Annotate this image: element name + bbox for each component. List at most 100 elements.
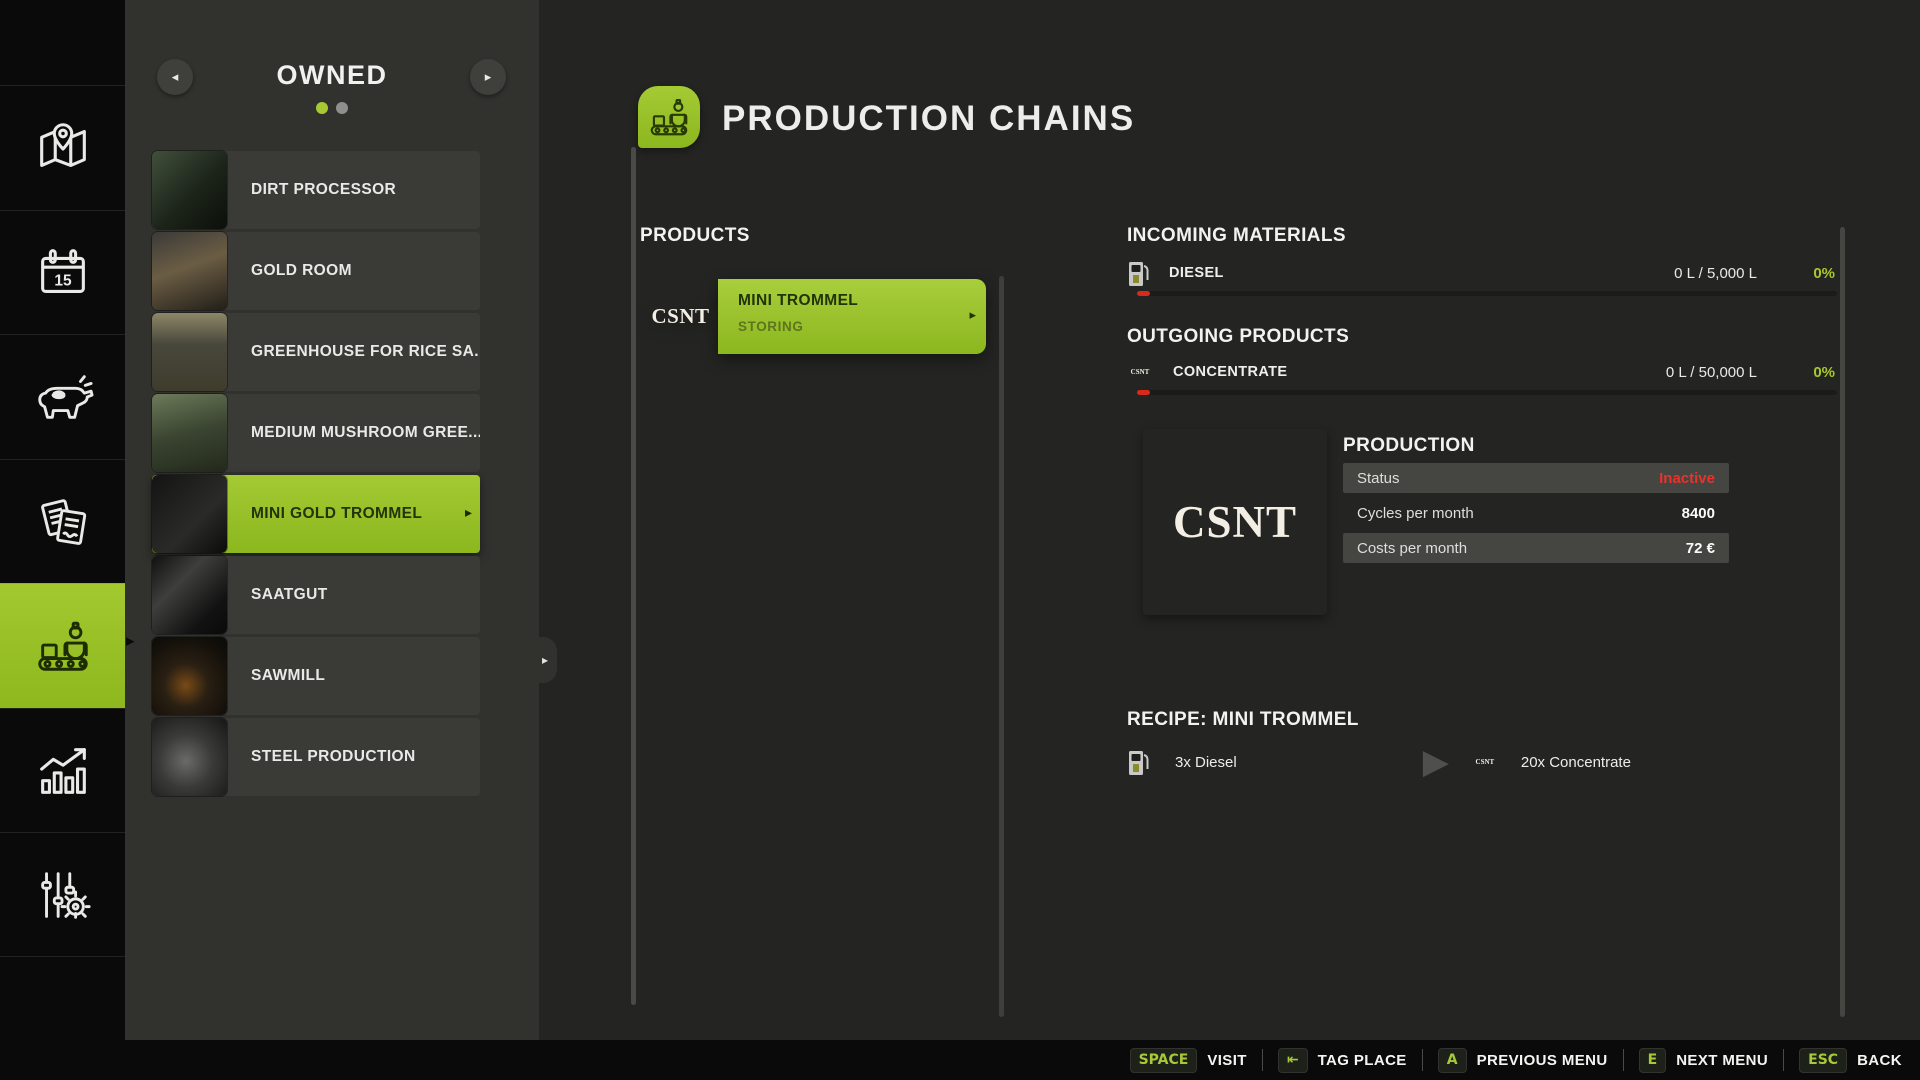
divider [1622, 1049, 1624, 1071]
cow-icon [37, 375, 94, 419]
concentrate-icon: CSNT [1475, 758, 1495, 766]
list-item-thumbnail [152, 718, 227, 796]
list-item-thumbnail [152, 394, 227, 472]
list-item[interactable]: SAATGUT [152, 556, 480, 634]
key-a: A [1437, 1047, 1467, 1073]
production-heading: PRODUCTION [1343, 435, 1475, 456]
hotbar-action-back[interactable]: ESC BACK [1799, 1047, 1902, 1073]
recipe-heading: RECIPE: MINI TROMMEL [1127, 709, 1359, 730]
material-amount: 0 L / 5,000 L [1674, 264, 1757, 282]
list-item-thumbnail [152, 232, 227, 310]
stat-label: Status [1357, 469, 1400, 487]
list-item[interactable]: SAWMILL [152, 637, 480, 715]
list-item[interactable]: MEDIUM MUSHROOM GREE... [152, 394, 480, 472]
list-item[interactable]: STEEL PRODUCTION [152, 718, 480, 796]
stat-label: Costs per month [1357, 539, 1468, 557]
list-item[interactable]: GOLD ROOM [152, 232, 480, 310]
products-heading: PRODUCTS [640, 225, 750, 246]
production-stat-row: Costs per month 72 € [1343, 533, 1729, 563]
product-card-thumbnail: CSNT [651, 304, 710, 328]
rail-item-calendar[interactable]: 15 [0, 210, 125, 335]
divider [1261, 1049, 1263, 1071]
incoming-progress-fill [1137, 291, 1150, 296]
hotbar-action-visit[interactable]: SPACE VISIT [1129, 1047, 1247, 1073]
page-dot[interactable] [336, 102, 348, 114]
selected-arrow-icon: ▸ [464, 505, 472, 521]
recipe-input: 3x Diesel [1175, 753, 1237, 771]
products-scrollbar[interactable] [999, 276, 1004, 1017]
page-dot-active[interactable] [316, 102, 328, 114]
list-item-label: SAATGUT [251, 586, 328, 603]
list-item-thumbnail [152, 151, 227, 229]
rail-item-production-chains[interactable] [0, 583, 125, 708]
settings-icon [40, 871, 91, 919]
list-item-label: SAWMILL [251, 667, 326, 684]
production-stat-row: Status Inactive [1343, 463, 1729, 493]
rail-item-settings[interactable] [0, 832, 125, 957]
outgoing-heading: OUTGOING PRODUCTS [1127, 326, 1350, 347]
hotbar-label: PREVIOUS MENU [1476, 1051, 1608, 1069]
material-label: CONCENTRATE [1173, 364, 1288, 380]
list-item-label: GOLD ROOM [251, 262, 352, 279]
page-icon [638, 86, 700, 148]
status-value: Inactive [1659, 469, 1715, 487]
incoming-progress-bar [1137, 291, 1837, 296]
production-image: CSNT [1143, 429, 1327, 615]
outgoing-progress-fill [1137, 390, 1150, 395]
page-title: PRODUCTION CHAINS [722, 99, 1136, 138]
production-stat-row: Cycles per month 8400 [1343, 498, 1729, 528]
list-item-label: MEDIUM MUSHROOM GREE... [251, 424, 480, 441]
product-card-status: STORING [738, 319, 804, 334]
hotbar-label: TAG PLACE [1317, 1051, 1407, 1069]
divider [1421, 1049, 1423, 1071]
material-amount: 0 L / 50,000 L [1665, 363, 1757, 381]
recipe-output: 20x Concentrate [1520, 753, 1631, 771]
outgoing-product-row[interactable]: CSNT CONCENTRATE 0 L / 50,000 L 0% [1127, 355, 1839, 389]
diesel-icon [1129, 751, 1149, 775]
material-label: DIESEL [1169, 265, 1224, 281]
hotbar-action-next-menu[interactable]: E NEXT MENU [1638, 1047, 1769, 1073]
keybind-hotbar: SPACE VISIT ⇤ TAG PLACE A PREVIOUS MENU … [0, 1040, 1920, 1080]
product-card[interactable]: CSNT MINI TROMMEL STORING ▸ [643, 279, 986, 354]
list-item-selected[interactable]: MINI GOLD TROMMEL ▸ [152, 475, 480, 553]
material-percent: 0% [1813, 363, 1835, 381]
stat-label: Cycles per month [1357, 504, 1474, 522]
list-item[interactable]: GREENHOUSE FOR RICE SA... [152, 313, 480, 391]
recipe-row: 3x Diesel ▶ CSNT 20x Concentrate [1127, 741, 1839, 783]
statistics-icon [39, 748, 86, 794]
owned-title: OWNED [276, 60, 388, 90]
list-item-label: MINI GOLD TROMMEL [251, 505, 423, 522]
list-item-thumbnail [152, 313, 227, 391]
hotbar-action-tag-place[interactable]: ⇤ TAG PLACE [1277, 1047, 1407, 1073]
concentrate-icon: CSNT [1130, 368, 1150, 376]
list-item-label: STEEL PRODUCTION [251, 748, 416, 765]
list-item-thumbnail [152, 556, 227, 634]
rail-item-contracts[interactable] [0, 459, 125, 584]
map-icon [39, 123, 86, 167]
key-tab: ⇤ [1277, 1047, 1308, 1073]
key-space: SPACE [1129, 1047, 1198, 1073]
rail-item-statistics[interactable] [0, 708, 125, 833]
list-item-label: GREENHOUSE FOR RICE SA... [251, 343, 480, 360]
owned-next-button[interactable]: ▸ [470, 59, 506, 95]
material-percent: 0% [1813, 264, 1835, 282]
panel-collapse-tab[interactable]: ▸ [533, 637, 557, 683]
owned-prev-button[interactable]: ◂ [157, 59, 193, 95]
rail-item-animals[interactable] [0, 334, 125, 459]
product-card-title: MINI TROMMEL [738, 292, 859, 309]
card-arrow-icon: ▸ [969, 308, 976, 323]
hotbar-action-previous-menu[interactable]: A PREVIOUS MENU [1437, 1047, 1608, 1073]
recipe-arrow-icon: ▶ [1422, 742, 1449, 782]
details-scrollbar[interactable] [1840, 227, 1845, 1017]
active-rail-pointer-icon: ▸ [126, 631, 135, 651]
list-item-thumbnail [152, 475, 227, 553]
incoming-material-row[interactable]: DIESEL 0 L / 5,000 L 0% [1127, 256, 1839, 290]
rail-item-map[interactable] [0, 85, 125, 210]
list-item[interactable]: DIRT PROCESSOR [152, 151, 480, 229]
key-e: E [1638, 1047, 1667, 1073]
key-esc: ESC [1799, 1047, 1848, 1073]
hotbar-label: VISIT [1207, 1051, 1247, 1069]
owned-list-scrollbar[interactable] [631, 147, 636, 1005]
product-card-body: MINI TROMMEL STORING ▸ [718, 279, 986, 354]
